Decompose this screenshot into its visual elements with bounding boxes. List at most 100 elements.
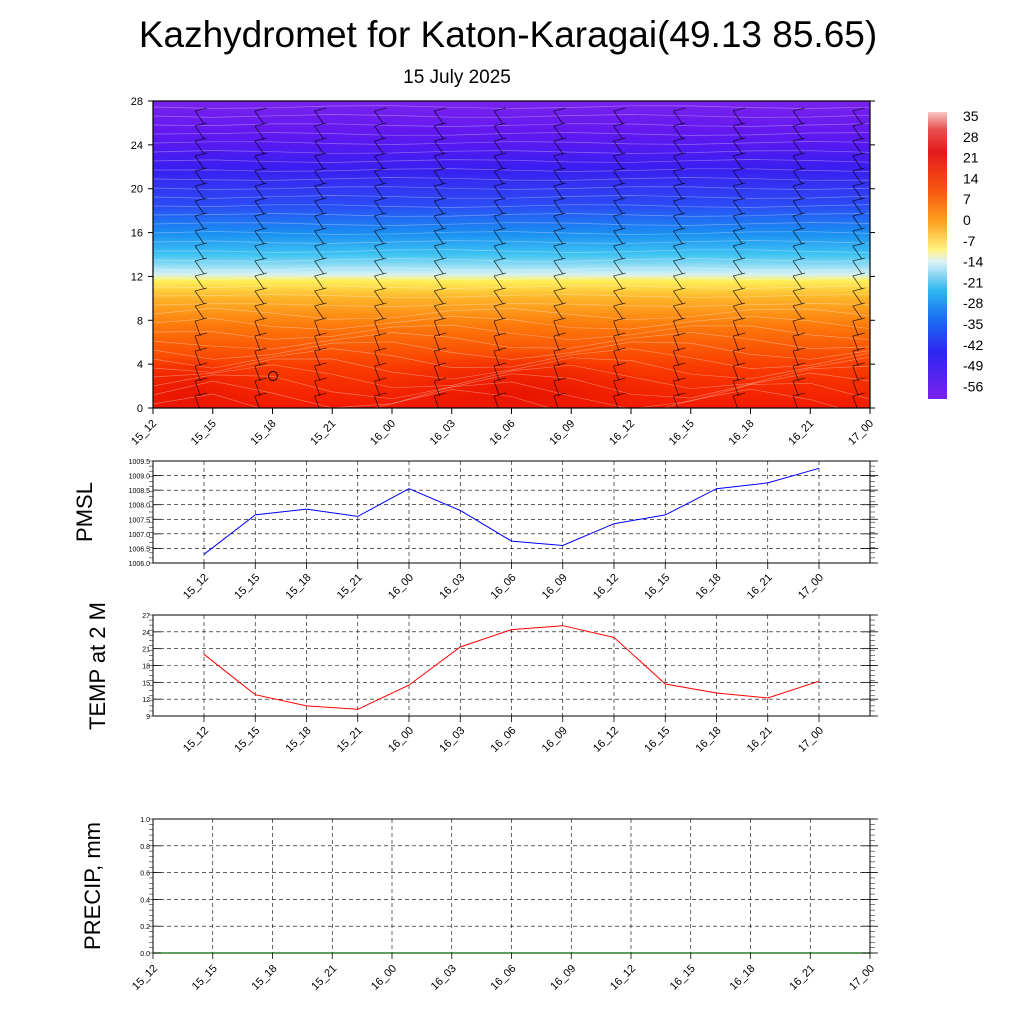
wind-barb-staff	[493, 230, 504, 245]
wind-barb-staff	[194, 200, 205, 215]
wind-barb-staff	[613, 305, 624, 320]
wind-barb-staff	[673, 200, 683, 215]
wind-barb-staff	[732, 365, 740, 382]
wind-barb-staff	[553, 110, 564, 125]
heatmap-y-tick-label: 4	[137, 359, 143, 371]
wind-barb-staff	[254, 320, 261, 337]
wind-barb-staff	[613, 230, 624, 245]
colorbar-label: 7	[963, 191, 971, 207]
y-tick-label: 0.4	[140, 897, 150, 904]
wind-barb-flag	[254, 392, 267, 397]
wind-barb-staff	[553, 155, 564, 170]
wind-barb-flag	[792, 287, 806, 292]
wind-barb-staff	[852, 350, 859, 367]
wind-barb-staff	[254, 305, 265, 320]
wind-barb-flag	[792, 302, 806, 307]
wind-barb-staff	[314, 305, 325, 320]
heatmap-x-tick-label: 16_15	[667, 418, 697, 448]
wind-barb-staff	[613, 260, 624, 275]
colorbar-label: -21	[963, 274, 983, 290]
wind-barb-flag	[254, 287, 267, 292]
wind-barb-flag	[493, 212, 507, 217]
y-tick-label: 9	[146, 714, 150, 721]
wind-barb-flag	[792, 182, 806, 187]
wind-barb-flag	[194, 122, 208, 127]
wind-barb-staff	[374, 170, 384, 185]
wind-barb-staff	[732, 155, 743, 170]
wind-barb-staff	[433, 215, 444, 230]
wind-barb-flag	[254, 332, 267, 337]
wind-barb-flag	[792, 362, 806, 367]
wind-barb-flag	[254, 212, 267, 217]
wind-barb-staff	[613, 290, 624, 305]
wind-barb-staff	[792, 230, 803, 245]
wind-barb-flag	[673, 242, 686, 247]
colorbar-label: 21	[963, 150, 979, 166]
wind-barb-staff	[852, 155, 863, 170]
wind-barb-flag	[493, 137, 507, 142]
wind-barb-staff	[493, 110, 504, 125]
wind-barb-flag	[613, 197, 626, 202]
wind-barb-flag	[673, 302, 686, 307]
x-tick-label: 15_18	[250, 963, 280, 993]
wind-barb-flag	[792, 377, 806, 382]
wind-barb-staff	[194, 155, 205, 170]
wind-barb-flag	[792, 257, 806, 262]
wind-barb-flag	[613, 152, 626, 157]
wind-barb-staff	[553, 170, 564, 185]
wind-barb-flag	[314, 167, 327, 172]
wind-barb-flag	[434, 122, 447, 127]
heatmap-x-tick-label: 16_18	[727, 418, 757, 448]
wind-barb-flag	[314, 137, 327, 142]
x-tick-label: 15_15	[190, 963, 220, 993]
wind-barb-flag	[434, 152, 447, 157]
wind-barb-flag	[613, 137, 626, 142]
x-tick-label: 16_12	[608, 963, 638, 993]
wind-barb-staff	[613, 140, 624, 155]
wind-barb-staff	[194, 320, 201, 337]
wind-barb-staff	[732, 245, 743, 260]
wind-barb-flag	[314, 377, 327, 382]
heatmap-x-axis: 15_12 15_15 15_18 15_21 16_00 16_03 16_06 16_09…	[129, 408, 876, 448]
wind-barb-staff	[732, 305, 743, 320]
wind-barb-flag	[733, 137, 746, 142]
wind-barb-staff	[792, 320, 799, 337]
wind-barb-flag	[553, 362, 566, 367]
wind-barb-flag	[314, 107, 327, 112]
wind-barb-flag	[673, 392, 686, 397]
wind-barb-staff	[852, 215, 863, 230]
wind-barb-flag	[314, 392, 327, 397]
heatmap-y-tick-label: 12	[131, 271, 143, 283]
wind-barb-flag	[673, 347, 686, 352]
wind-barb-flag	[374, 362, 387, 367]
colorbar-label: 35	[963, 108, 979, 124]
wind-barb-staff	[433, 350, 441, 367]
x-tick-label: 15_12	[181, 725, 211, 755]
wind-barb-staff	[732, 380, 740, 397]
wind-barb-staff	[493, 155, 504, 170]
wind-barb-flag	[254, 347, 267, 352]
wind-barb-flag	[613, 287, 626, 292]
wind-barb-flag	[434, 347, 447, 352]
y-tick-label: 15	[142, 680, 150, 687]
wind-barb-flag	[852, 257, 865, 262]
wind-barb-staff	[732, 230, 743, 245]
x-tick-label: 16_18	[694, 725, 724, 755]
wind-barb-flag	[733, 227, 746, 232]
wind-barb-staff	[673, 185, 683, 200]
wind-barb-flag	[314, 152, 327, 157]
wind-barb-staff	[433, 290, 444, 305]
wind-barb-flag	[673, 137, 686, 142]
wind-barb-flag	[613, 362, 626, 367]
wind-barb-staff	[732, 200, 743, 215]
wind-barb-flag	[254, 272, 267, 277]
y-tick-label: 0.2	[140, 924, 150, 931]
wind-barb-flag	[194, 287, 208, 292]
wind-barb-flag	[613, 182, 626, 187]
wind-barb-flag	[434, 197, 447, 202]
wind-barb-flag	[314, 302, 327, 307]
wind-barb-flag	[314, 212, 327, 217]
wind-barb-flag	[493, 242, 507, 247]
